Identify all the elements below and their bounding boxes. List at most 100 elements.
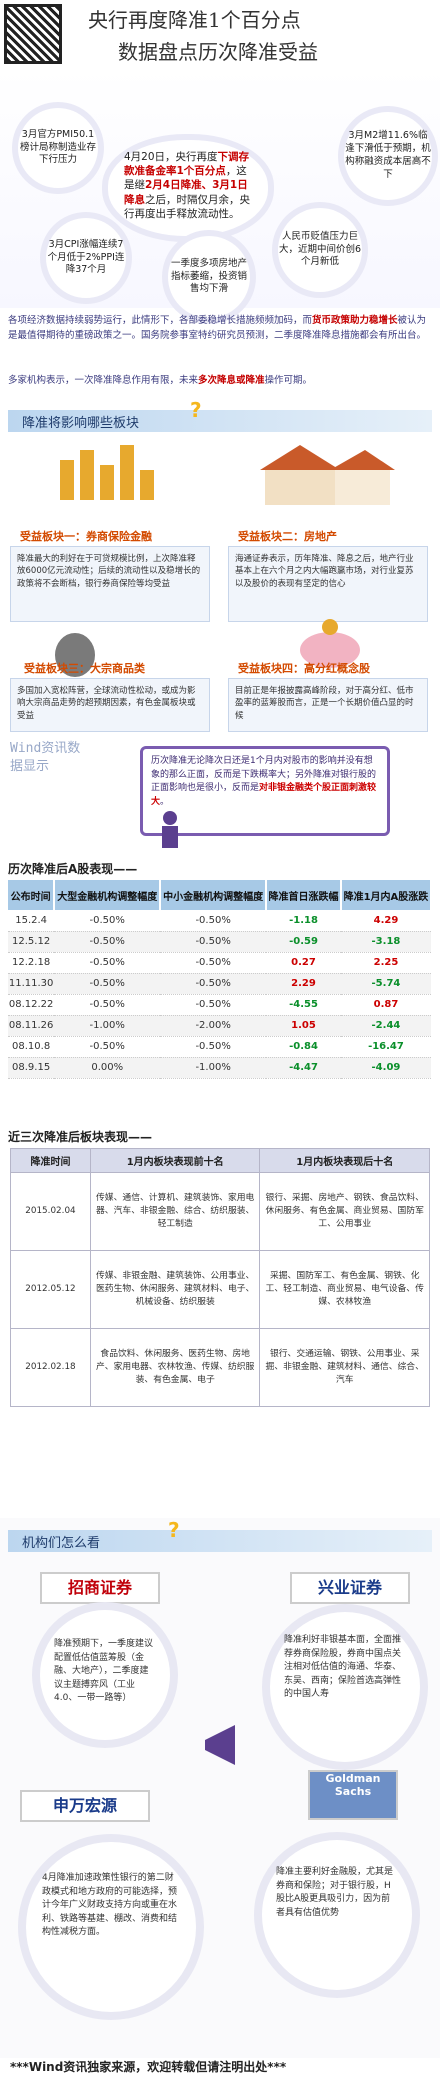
table1-header: 中小金融机构调整幅度 [160,880,268,910]
table-cell: -0.50% [54,994,161,1016]
table-cell: -1.00% [160,1057,267,1079]
table-row: 11.11.30 -0.50% -0.50% 2.29 -5.74 [8,973,431,995]
table-cell: 食品饮料、休闲服务、医药生物、房地产、家用电器、农林牧渔、传媒、纺织服装、有色金… [89,1328,261,1407]
table-cell: 08.9.15 [8,1057,55,1079]
table-cell: -4.09 [340,1057,431,1079]
table-cell: 2015.02.04 [10,1172,91,1251]
table-cell: -0.50% [54,931,161,953]
paragraph-2: 多家机构表示，一次降准降息作用有限，未来多次降息或降准操作可期。 [8,374,432,389]
gold-coins-icon [40,440,180,510]
section-institutions-heading: 机构们怎么看 [8,1530,432,1552]
question-mark-icon: ? [168,1518,180,1542]
footer: ***Wind资讯独家来源，欢迎转载但请注明出处*** [0,2058,440,2078]
title-line2: 数据盘点历次降准受益 [118,40,318,64]
table-cell: 采掘、国防军工、有色金属、钢铁、化工、轻工制造、商业贸易、电气设备、传媒、农林牧… [259,1250,430,1329]
benefit-4-text: 目前正是年报披露高峰阶段，对于高分红、低市盈率的蓝筹股而言，正是一个长期价值凸显… [228,678,428,732]
table-row: 2012.05.12 传媒、非银金融、建筑装饰、公用事业、医药生物、休闲服务、建筑… [10,1250,430,1329]
benefit-1-text: 降准最大的利好在于可贷规模比例，上次降准释放6000亿元流动性；后续的流动性以及… [10,546,210,622]
wind-label: Wind资讯数据显示 [10,741,81,775]
header: 央行再度降准1个百分点 数据盘点历次降准受益 [0,0,440,68]
main-bubble-pre: 4月20日，央行再度 [124,151,218,163]
table-row: 08.10.8 -0.50% -0.50% -0.84 -16.47 [8,1036,431,1058]
oil-barrel-icon [40,630,110,680]
wind-text-highlight: 对非银金融类个股正面刺激较大 [151,783,377,807]
wind-text-a: 历次降准无论降次日还是1个月内对股市的影响并没有想象的那么正面，反而是下跌概率大… [151,756,377,793]
table-row: 08.9.15 0.00% -1.00% -4.47 -4.09 [8,1057,431,1079]
table1-header: 大型金融机构调整幅度 [54,880,162,910]
table-cell: 2.29 [266,973,341,995]
table-cell: -5.74 [340,973,431,995]
section-institutions-title: 机构们怎么看 [22,1536,101,1551]
table-cell: -0.50% [54,910,161,932]
goldman-sachs-opinion: 降准主要利好金融股，尤其是券商和保险；对于银行股，H股比A股更具吸引力，因为前者… [262,1840,412,1990]
table-cell: 0.00% [54,1057,161,1079]
table-cell: 12.2.18 [8,952,55,974]
table-cell: -0.84 [266,1036,341,1058]
table-cell: -0.50% [54,1036,161,1058]
table1-header: 降准首日涨跌幅 [266,880,342,910]
shenwan-hongyuan-logo: 申万宏源 [20,1790,150,1822]
intro-panel: 4月20日，央行再度下调存款准备金率1个百分点，这是继2月4日降准、3月1日降息… [0,68,440,318]
table1-header: 公布时间 [8,880,56,910]
table-cell: -0.50% [160,994,267,1016]
benefit-4-title: 受益板块四：高分红概念股 [238,662,370,675]
cmsc-logo: 招商证券 [40,1572,160,1604]
para1-highlight: 货币政策助力稳增长 [312,315,398,326]
benefit-1-title: 受益板块一：券商保险金融 [20,530,152,543]
table-cell: 08.11.26 [8,1015,55,1037]
bubble-property: 一季度多项房地产指标萎缩，投资销售均下滑 [168,236,250,318]
bubble-m2: 3月M2增11.6%临逢下滑低于预期，机构称融资成本居高不下 [344,112,432,200]
table-row: 12.5.12 -0.50% -0.50% -0.59 -3.18 [8,931,431,953]
table-cell: -0.50% [160,1036,267,1058]
industrial-securities-logo: 兴业证券 [290,1572,410,1604]
table-cell: 1.05 [266,1015,341,1037]
title-line1: 央行再度降准1个百分点 [88,8,301,32]
table-cell: -4.47 [266,1057,341,1079]
main-bubble-mid: ，这是继 [124,165,247,192]
table-cell: 12.5.12 [8,931,55,953]
table-cell: -0.50% [160,931,267,953]
para1-c: 被认为是最值得期待的重磅政策之一。国务院参事室特约研究员预测，二季度降准降息措施… [8,315,427,341]
main-bubble-red1: 下调存款准备金率1个百分点 [124,151,250,178]
cmsc-opinion: 降准预期下，一季度建议配置低估值蓝筹股（金融、大地产），二季度建议主题搏弈风（工… [40,1610,170,1740]
history-table: 公布时间 大型金融机构调整幅度 中小金融机构调整幅度 降准首日涨跌幅 降准1月内A股涨跌… [8,880,433,1079]
para2-c: 操作可期。 [264,375,313,386]
benefit-3-text: 多国加入宽松阵营，全球流动性松动，或成为影响大宗商品走势的超预期因素，有色金属板… [10,678,210,732]
table-cell: -0.50% [160,952,267,974]
table-cell: -1.00% [54,1015,161,1037]
table-cell: -2.00% [160,1015,267,1037]
table-row: 2015.02.04 传媒、通信、计算机、建筑装饰、家用电器、汽车、非银金融、综合… [10,1172,430,1251]
main-bubble-red2: 2月4日降准、3月1日降息 [124,179,248,206]
table-cell: -0.50% [54,973,161,995]
table2-title: 近三次降准后板块表现—— [8,1130,153,1144]
qr-code-icon[interactable] [4,4,62,64]
table-cell: -1.18 [266,910,341,932]
table-cell: 15.2.4 [8,910,55,932]
table-cell: 11.11.30 [8,973,55,995]
benefit-3-title: 受益板块三：大宗商品类 [24,662,145,675]
table-cell: 0.27 [266,952,341,974]
industrial-securities-opinion: 降准利好非银基本面，全面推荐券商保险股，券商中国点关注相对低估值的海通、华泰、东… [270,1612,420,1762]
table-cell: -0.50% [160,910,267,932]
bubble-pmi: 3月官方PMI50.1榜计局称制造业存下行压力 [18,108,98,188]
table-cell: -0.50% [54,952,161,974]
table-cell: 2012.05.12 [10,1250,91,1329]
para1-a: 各项经济数据持续弱势运行，此情形下，各部委稳增长措施频频加码，而 [8,315,313,326]
table2-header: 1月内板块表现后十名 [259,1148,430,1173]
question-mark-icon: ? [190,398,202,422]
table-cell: 4.29 [340,910,431,932]
table2-header: 1月内板块表现前十名 [89,1148,261,1173]
table-cell: 银行、采掘、房地产、钢铁、食品饮料、休闲服务、有色金属、商业贸易、国防军工、公用… [259,1172,430,1251]
table-row: 12.2.18 -0.50% -0.50% 0.27 2.25 [8,952,431,974]
megaphone-icon [200,1720,250,1770]
table-cell: -2.44 [340,1015,431,1037]
shenwan-hongyuan-opinion: 4月降准加速政策性银行的第二财政模式和地方政府的可能选择，预计今年广义财政支持方… [26,1842,196,2012]
para2-a: 多家机构表示，一次降准降息作用有限，未来 [8,375,199,386]
main-bubble-post: 之后，时隔仅月余，央行再度出手释放流动性。 [124,193,250,220]
table-cell: -0.59 [266,931,341,953]
benefit-2-text: 海通证券表示，历年降准、降息之后，地产行业基本上在六个月之内大幅跑赢市场，对行业… [228,546,428,622]
bubble-rmb: 人民币贬值压力巨大，近期中间价创6个月新低 [278,208,362,292]
table-cell: 传媒、通信、计算机、建筑装饰、家用电器、汽车、非银金融、综合、纺织服装、轻工制造 [89,1172,261,1251]
sector-table: 降准时间 1月内板块表现前十名 1月内板块表现后十名 2015.02.04 传媒、通信… [10,1148,430,1407]
